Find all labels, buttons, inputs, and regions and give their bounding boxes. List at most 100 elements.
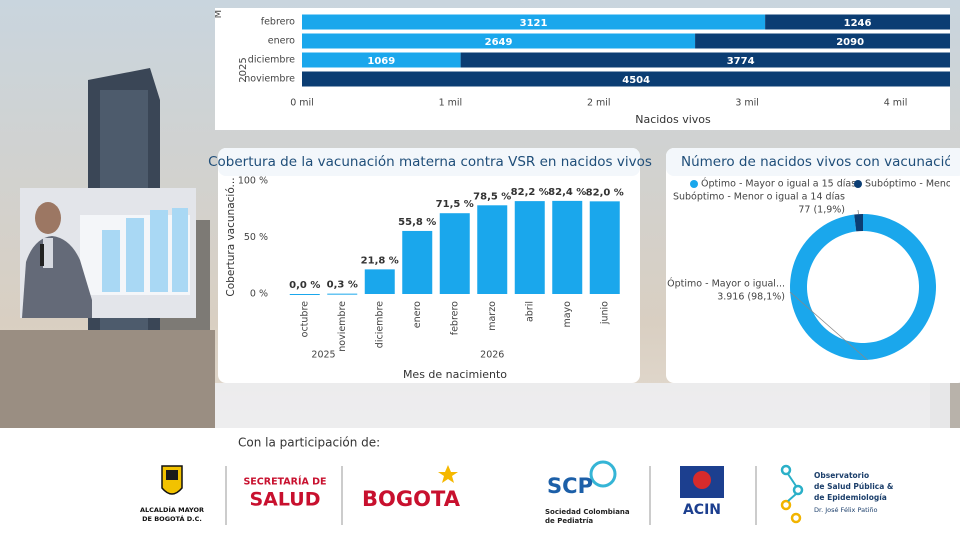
bar-segment	[302, 14, 766, 30]
panel-header	[666, 148, 960, 176]
y-tick-label: 100 %	[238, 176, 268, 187]
bar-segment	[302, 33, 696, 49]
bar	[289, 294, 320, 295]
panel-donut	[666, 148, 960, 383]
group-label: 2026	[480, 350, 504, 361]
data-label: 1246	[844, 18, 872, 29]
y-tick-label: febrero	[261, 17, 295, 28]
leader-line	[789, 291, 868, 361]
y-tick-label: noviembre	[244, 74, 295, 85]
y-axis-label: Cobertura vacunació...	[225, 177, 237, 296]
x-tick-label: febrero	[449, 301, 460, 335]
donut-slice	[854, 214, 863, 232]
data-label: 3774	[727, 56, 755, 67]
logo-mark	[693, 471, 711, 489]
logo-text: de Epidemiología	[814, 493, 887, 502]
data-label: 3.916 (98,1%)	[717, 292, 785, 303]
y-tick-label: 0 %	[250, 289, 268, 300]
legend-label: Subóptimo - Meno	[865, 179, 952, 190]
logo-text: SECRETARÍA DE	[243, 476, 326, 488]
logo-text: de Pediatría	[545, 517, 593, 525]
bar-segment	[460, 52, 950, 68]
logo-text: DE BOGOTÁ D.C.	[142, 514, 202, 523]
legend-marker	[690, 180, 698, 188]
x-tick-label: noviembre	[337, 301, 348, 352]
x-tick-label: octubre	[299, 301, 310, 338]
data-label: 21,8 %	[361, 255, 399, 266]
data-label: 82,0 %	[586, 187, 624, 198]
logo-text: ACIN	[683, 502, 721, 518]
data-label: 1069	[367, 56, 395, 67]
bar	[327, 293, 358, 295]
bar-segment	[695, 33, 950, 49]
x-tick-label: diciembre	[374, 301, 385, 348]
data-label: 0,0 %	[289, 280, 320, 291]
panel-gap	[215, 383, 950, 428]
group-label: 2025	[311, 350, 335, 361]
data-label: 2649	[485, 37, 513, 48]
data-label: 0,3 %	[327, 280, 358, 291]
logo-text: BOGOTA	[362, 487, 461, 511]
x-tick-label: 2 mil	[587, 98, 611, 109]
data-label: 4504	[622, 75, 650, 86]
data-label: 3121	[520, 18, 548, 29]
data-label: 78,5 %	[473, 191, 511, 202]
logo-observatorio	[780, 464, 804, 524]
logo-star	[438, 465, 458, 483]
y-tick-label: 50 %	[244, 232, 268, 243]
y-axis-label: M	[213, 10, 224, 19]
x-tick-label: junio	[599, 301, 610, 325]
bar	[439, 213, 470, 294]
chart-title: Número de nacidos vivos con vacunación ó…	[681, 154, 960, 170]
x-tick-label: abril	[524, 301, 535, 322]
chart: M 2025 febrero 3121 1246 enero 2649 2090 diciemb…	[213, 10, 950, 126]
x-tick-label: 3 mil	[735, 98, 759, 109]
logo-ring	[589, 460, 617, 488]
logo-text: Dr. José Félix Patiño	[814, 506, 878, 514]
panel-header	[218, 148, 640, 176]
logo-alcaldia: ALCALDÍA MAYOR DE BOGOTÁ D.C.	[140, 465, 204, 523]
x-tick-label: mayo	[562, 301, 573, 328]
logo-text: de Salud Pública &	[814, 482, 894, 491]
leader-line	[857, 209, 859, 215]
bar	[402, 230, 433, 294]
presenter-video	[20, 188, 196, 318]
data-label: 71,5 %	[436, 199, 474, 210]
legend-marker	[854, 180, 862, 188]
legend-label: Óptimo - Mayor o igual a 15 días	[701, 178, 856, 190]
group-label: 2025	[238, 57, 249, 82]
logo-text: ALCALDÍA MAYOR	[140, 505, 204, 514]
data-label: 82,2 %	[511, 187, 549, 198]
x-tick-label: 4 mil	[884, 98, 908, 109]
x-tick-label: enero	[412, 301, 423, 328]
data-label: 2090	[836, 37, 864, 48]
logo-text: Observatorio	[814, 471, 869, 480]
bar-segment	[765, 14, 950, 30]
bar	[364, 269, 395, 294]
data-label: 77 (1,9%)	[798, 205, 845, 216]
bar	[552, 200, 583, 294]
footer-heading: Con la participación de:	[238, 436, 380, 450]
y-tick-label: diciembre	[248, 55, 295, 66]
chart-title: Cobertura de la vacunación materna contr…	[208, 154, 652, 170]
x-tick-label: 0 mil	[290, 98, 314, 109]
data-label: 82,4 %	[548, 187, 586, 198]
chart: Número de nacidos vivos con vacunación ó…	[667, 154, 960, 361]
x-axis-label: Nacidos vivos	[635, 113, 711, 126]
x-axis-label: Mes de nacimiento	[403, 368, 507, 381]
logo-text: Sociedad Colombiana	[545, 508, 630, 516]
bar	[514, 201, 545, 294]
bar	[589, 201, 620, 294]
data-label-name: Subóptimo - Menor o igual a 14 días	[673, 192, 845, 203]
bar	[477, 205, 508, 294]
data-label: 55,8 %	[398, 217, 436, 228]
logo-text: SALUD	[249, 489, 320, 511]
logo-text: SCP	[547, 474, 593, 498]
data-label-name: Óptimo - Mayor o igual...	[667, 278, 785, 290]
y-tick-label: enero	[268, 36, 295, 47]
x-tick-label: 1 mil	[439, 98, 463, 109]
bar-segment	[302, 71, 950, 87]
x-tick-label: marzo	[487, 301, 498, 331]
